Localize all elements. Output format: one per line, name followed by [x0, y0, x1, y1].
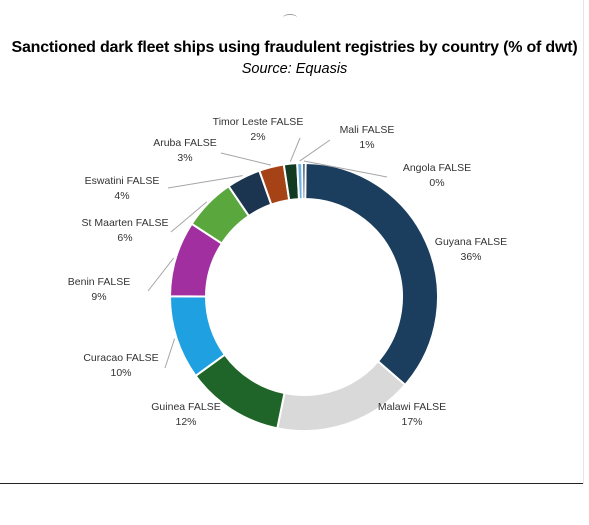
- slice-guyana-false: [304, 161, 439, 387]
- leader-line: [220, 152, 272, 166]
- top-decoration: [283, 14, 297, 21]
- slice-label-name: Timor Leste FALSE: [213, 116, 304, 128]
- slice-label-value: 4%: [114, 190, 129, 202]
- slice-label-name: Guinea FALSE: [151, 401, 220, 413]
- slice-label-value: 1%: [359, 139, 374, 151]
- slice-label-value: 0%: [429, 177, 444, 189]
- slice-label-name: St Maarten FALSE: [82, 217, 169, 229]
- slice-label-name: Benin FALSE: [68, 276, 130, 288]
- slice-label-value: 12%: [175, 416, 196, 428]
- slice-label-name: Eswatini FALSE: [85, 175, 160, 187]
- chart-subtitle: Source: Equasis: [241, 61, 348, 77]
- slice-label-name: Mali FALSE: [340, 124, 395, 136]
- slice-label-name: Guyana FALSE: [435, 236, 507, 248]
- leader-line: [167, 175, 243, 189]
- leader-line: [299, 139, 331, 162]
- leader-lines: [147, 137, 388, 369]
- chart-title: Sanctioned dark fleet ships using fraudu…: [11, 39, 578, 56]
- slice-label-value: 3%: [177, 152, 192, 164]
- slice-angola-false: [301, 162, 307, 201]
- slice-label-name: Angola FALSE: [403, 162, 471, 174]
- slice-label-name: Curacao FALSE: [83, 352, 158, 364]
- slice-label-value: 17%: [401, 416, 422, 428]
- slice-label-value: 9%: [91, 291, 106, 303]
- leader-line: [289, 137, 301, 162]
- slice-label-value: 2%: [250, 131, 265, 143]
- slice-label-name: Aruba FALSE: [153, 137, 217, 149]
- leader-line: [164, 338, 176, 369]
- slice-labels: Guyana FALSE 36% Malawi FALSE 17% Guinea FAL…: [68, 116, 507, 428]
- slice-label-value: 10%: [110, 367, 131, 379]
- leader-line: [303, 160, 388, 178]
- right-divider: [583, 0, 584, 484]
- leader-line: [170, 201, 208, 233]
- slice-label-name: Malawi FALSE: [378, 401, 446, 413]
- slice-malawi-false: [276, 359, 407, 432]
- slice-label-value: 36%: [460, 251, 481, 263]
- leader-line: [147, 257, 175, 292]
- slice-label-value: 6%: [117, 232, 132, 244]
- donut-slices: [168, 161, 439, 432]
- bottom-divider: [0, 483, 583, 484]
